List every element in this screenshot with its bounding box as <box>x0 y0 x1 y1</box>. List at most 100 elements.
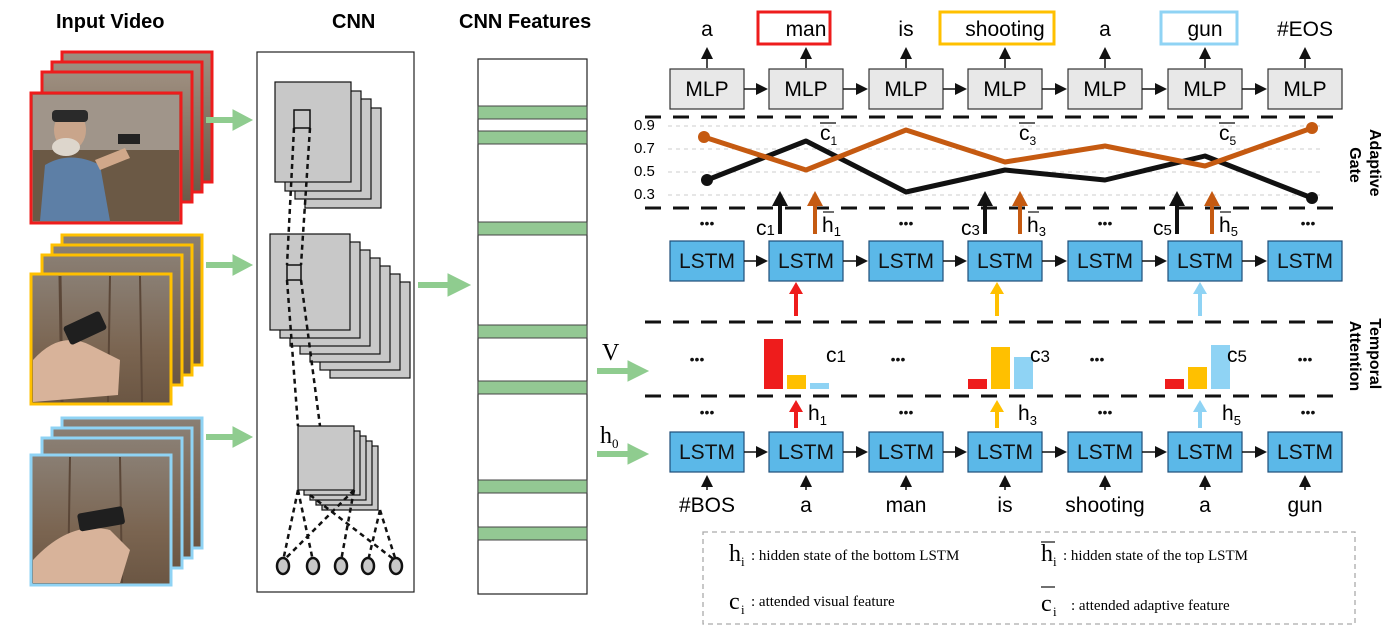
lstm-to-attention-arrow-head <box>789 400 803 412</box>
gate-tick: 0.3 <box>634 186 655 203</box>
input-word: shooting <box>1065 494 1144 517</box>
highlight-shooting <box>938 10 1056 46</box>
svg-text:: attended visual feature: : attended visual feature <box>751 594 895 610</box>
gate-tick: 0.5 <box>634 163 655 180</box>
temporal-attention-area: ••• ••• ••• ••• c1 h1 c3 h3 c5 h5 <box>690 282 1313 428</box>
highlight-gun <box>1159 10 1239 46</box>
top-lstm-label: LSTM <box>977 250 1033 273</box>
video-frames-blue <box>29 416 204 587</box>
side-labels: Adaptive Gate Temporal Attention <box>1346 129 1383 393</box>
bottom-lstm-label: LSTM <box>1177 441 1233 464</box>
gate-cbar-labels: c1 c3 c5 <box>820 122 1237 148</box>
gate-arrow-black <box>977 191 993 206</box>
gate-line-black <box>706 138 1313 201</box>
legend-item-bottom-hidden: h i : hidden state of the bottom LSTM <box>729 541 959 569</box>
top-ellipsis: ••• <box>899 215 914 231</box>
output-words: a man is shooting a gun #EOS <box>701 18 1333 68</box>
top-lstm-box <box>868 240 944 282</box>
bottom-ellipsis: ••• <box>700 404 715 420</box>
gate-c-label: c3 <box>961 217 980 240</box>
top-ellipsis: ••• <box>1301 215 1316 231</box>
output-word: a <box>701 18 713 41</box>
input-word: man <box>886 494 927 517</box>
video-frames-red <box>29 50 214 225</box>
side-inputs: V h0 <box>597 340 650 465</box>
h0-input-label: h0 <box>600 423 619 451</box>
svg-text:h: h <box>1041 541 1053 567</box>
gate-arrow-orange <box>1012 191 1028 206</box>
svg-text:Temporal Attention: Temporal Attention <box>1346 318 1383 393</box>
attention-bar <box>787 375 806 389</box>
svg-text:: hidden state of the top LSTM: : hidden state of the top LSTM <box>1063 548 1248 564</box>
attention-to-lstm-arrow-head <box>789 282 803 294</box>
gate-tick: 0.7 <box>634 140 655 157</box>
legend-item-top-hidden: h i : hidden state of the top LSTM <box>1041 541 1248 569</box>
gate-line-orange <box>703 125 1313 173</box>
attention-h-label: h3 <box>1018 402 1037 428</box>
svg-text:i: i <box>741 554 745 569</box>
svg-text:h: h <box>729 541 741 567</box>
highlight-man <box>756 10 832 46</box>
attention-bar <box>1211 345 1230 389</box>
legend: h i : hidden state of the bottom LSTM h … <box>702 531 1356 625</box>
attention-bar <box>991 347 1010 389</box>
top-lstm-box <box>967 240 1043 282</box>
mlp-label: MLP <box>1083 78 1126 101</box>
attention-ellipsis: ••• <box>1298 351 1313 367</box>
bottom-lstm-label: LSTM <box>878 441 934 464</box>
output-word: #EOS <box>1277 18 1333 41</box>
gate-cbar-label: c3 <box>1019 122 1037 148</box>
output-word: a <box>1099 18 1111 41</box>
output-word: shooting <box>965 18 1044 41</box>
attention-ellipsis: ••• <box>891 351 906 367</box>
temporal-attention-label-2: Attention <box>1346 321 1363 391</box>
top-lstm-box <box>669 240 745 282</box>
bottom-lstm-box <box>669 431 745 473</box>
adaptive-gate-label-2: Gate <box>1346 147 1363 183</box>
cnn-block <box>256 51 415 593</box>
bottom-lstm-label: LSTM <box>977 441 1033 464</box>
svg-text:Adaptive Gate: Adaptive Gate <box>1346 129 1383 201</box>
bottom-lstm-box <box>1167 431 1243 473</box>
v-input-label: V <box>602 340 620 366</box>
top-lstm-label: LSTM <box>679 250 735 273</box>
gate-point-orange-end <box>1306 122 1318 134</box>
cnn-header: CNN <box>332 11 375 33</box>
top-lstm-box <box>1267 240 1343 282</box>
frames-to-cnn-arrows <box>206 109 254 448</box>
svg-text:c: c <box>729 589 740 615</box>
top-lstm-label: LSTM <box>1277 250 1333 273</box>
bottom-lstm-label: LSTM <box>679 441 735 464</box>
attention-bar <box>810 383 829 389</box>
top-ellipsis: ••• <box>1098 215 1113 231</box>
cnn-features-column <box>477 58 588 595</box>
top-lstm-box <box>1167 240 1243 282</box>
top-lstm-label: LSTM <box>778 250 834 273</box>
gate-point-black-start <box>701 174 713 186</box>
bottom-lstm-box <box>1267 431 1343 473</box>
attention-bar <box>1014 357 1033 389</box>
bottom-lstm-box <box>1067 431 1143 473</box>
gate-point-orange-start <box>698 131 710 143</box>
attention-h-label: h1 <box>808 402 827 428</box>
lstm-to-attention-arrow-head <box>1193 400 1207 412</box>
svg-text:i: i <box>1053 604 1057 619</box>
bottom-ellipsis: ••• <box>899 404 914 420</box>
mlp-box <box>1067 68 1143 110</box>
gate-tick: 0.9 <box>634 117 655 134</box>
attention-ellipsis: ••• <box>1090 351 1105 367</box>
input-words: #BOS a man is shooting a gun <box>679 475 1323 517</box>
bottom-lstm-row: LSTM LSTM LSTM LSTM LSTM LSTM LSTM ••• ••• ••• ••• <box>669 404 1343 473</box>
input-word: gun <box>1287 494 1322 517</box>
mlp-row: MLP MLP MLP MLP MLP MLP MLP <box>669 68 1343 110</box>
top-lstm-label: LSTM <box>878 250 934 273</box>
mlp-label: MLP <box>884 78 927 101</box>
attention-to-lstm-arrow-head <box>990 282 1004 294</box>
mlp-box <box>1267 68 1343 110</box>
input-word: is <box>997 494 1012 517</box>
mlp-box <box>768 68 844 110</box>
svg-text:i: i <box>1053 554 1057 569</box>
separators <box>645 115 1345 398</box>
gate-arrows: c1 h1 c3 h3 c5 h5 <box>756 191 1238 240</box>
